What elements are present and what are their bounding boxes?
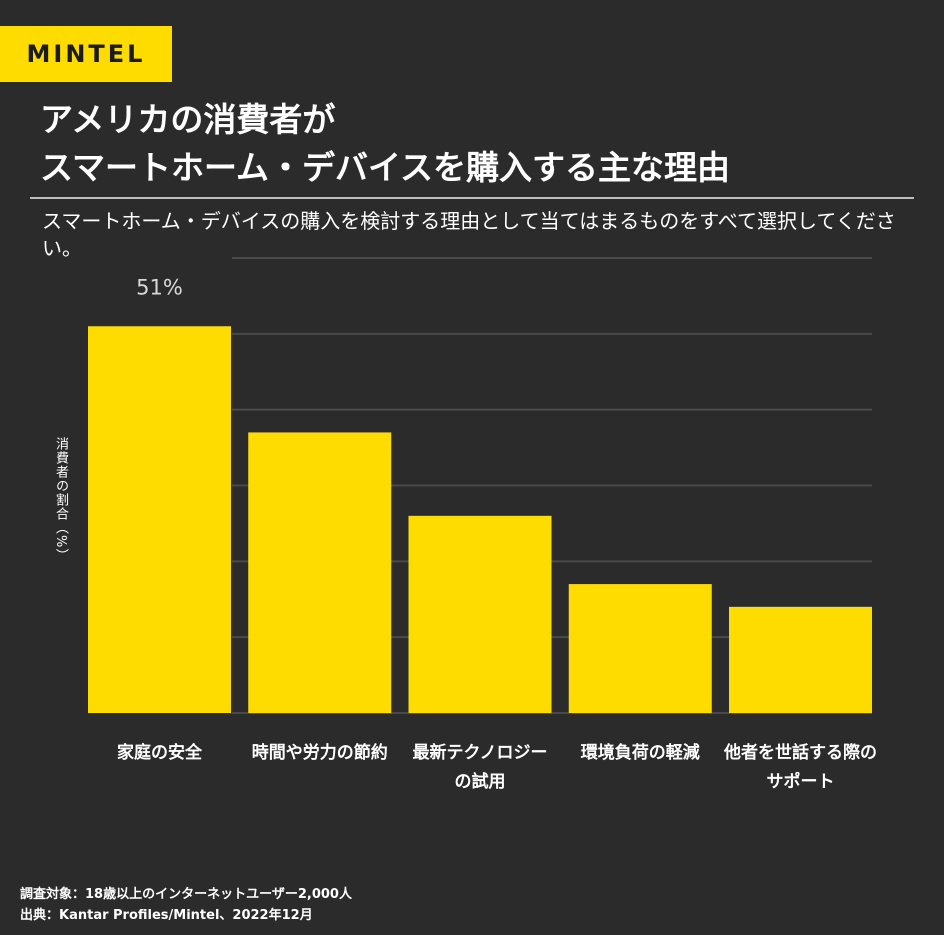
source-note: 出典：Kantar Profiles/Mintel、2022年12月 [20,908,313,923]
title-line-2: スマートホーム・デバイスを購入する主な理由 [40,148,731,187]
category-label: 他者を世話する際の サポート [721,739,881,797]
bar-4 [568,584,712,713]
mintel-logo: MINTEL [0,26,172,82]
category-label: 時間や労力の節約 [240,739,400,768]
category-label: 環境負荷の軽減 [560,739,720,768]
bar-3 [408,515,552,713]
category-label-line: 家庭の安全 [117,743,202,763]
chart-subtitle: スマートホーム・デバイスの購入を検討する理由として当てはまるものをすべて選択して… [42,209,896,260]
category-label-line: 環境負荷の軽減 [580,743,700,763]
category-label: 最新テクノロジー の試用 [400,739,560,797]
title-divider [30,197,914,199]
category-label: 家庭の安全 [80,739,240,768]
logo-text: MINTEL [26,40,146,68]
category-label-line: 最新テクノロジー [412,743,548,763]
data-label: 51% [136,275,183,299]
category-label-line: の試用 [454,772,506,792]
category-label-line: サポート [766,772,835,792]
chart-footer: 調査対象：18歳以上のインターネットユーザー2,000人 出典：Kantar P… [20,884,352,926]
bar-1 [88,326,231,713]
survey-note: 調査対象：18歳以上のインターネットユーザー2,000人 [20,887,352,902]
title-line-1: アメリカの消費者が [40,100,336,139]
category-label-line: 時間や労力の節約 [251,743,388,763]
bar-5 [729,606,872,713]
y-axis-label: 消費者の割合（%） [53,437,68,563]
chart-title: アメリカの消費者が スマートホーム・デバイスを購入する主な理由 [40,96,920,192]
bar-2 [248,432,392,713]
category-label-line: 他者を世話する際の [724,743,877,763]
